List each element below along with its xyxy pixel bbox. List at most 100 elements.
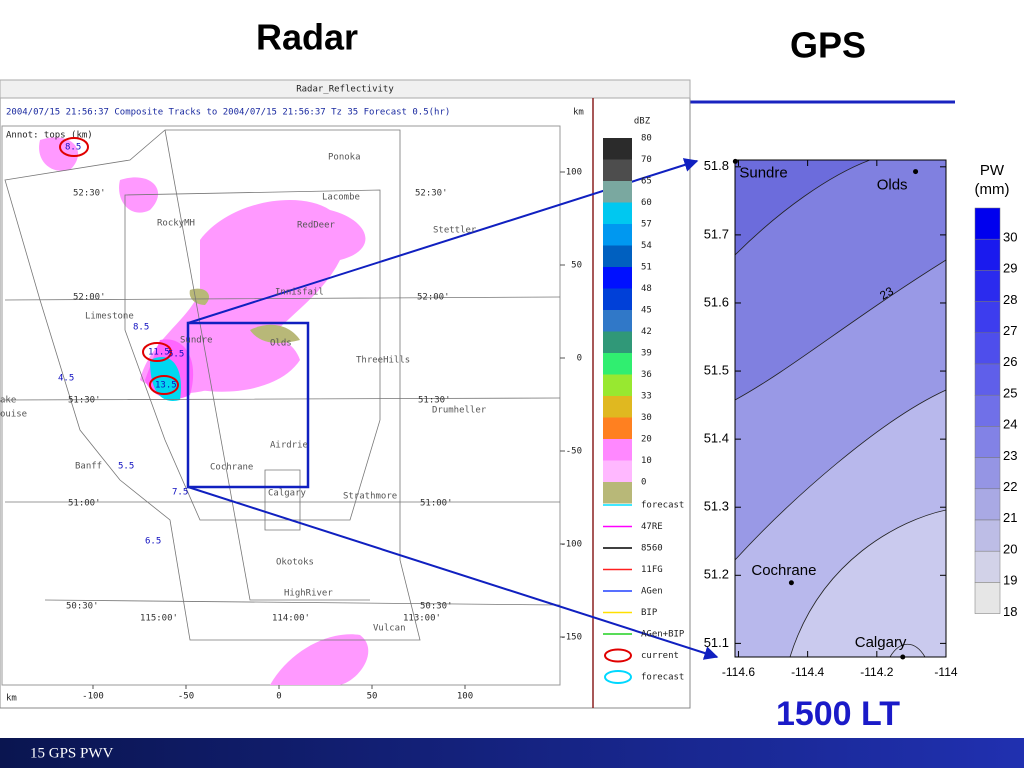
caption: 1500 LT bbox=[776, 695, 900, 733]
legend-label: 8560 bbox=[641, 544, 663, 554]
place-name: RockyMH bbox=[157, 219, 195, 229]
grid-label: 51:00' bbox=[420, 499, 453, 509]
track-top: 11.5 bbox=[148, 348, 170, 358]
station bbox=[913, 169, 919, 175]
dbz-label: 30 bbox=[641, 413, 652, 423]
colorbar-label: 24 bbox=[1003, 417, 1017, 432]
dbz-label: 80 bbox=[641, 134, 652, 144]
dbz-label: 51 bbox=[641, 263, 652, 273]
track-top: 8.5 bbox=[133, 323, 149, 333]
legend-label: AGen+BIP bbox=[641, 630, 685, 640]
place-name: Stettler bbox=[433, 226, 477, 236]
dbz-label: 33 bbox=[641, 392, 652, 402]
x-tick-label: -100 bbox=[82, 692, 104, 702]
place-name: Vulcan bbox=[373, 624, 406, 634]
dbz-swatch bbox=[603, 482, 632, 504]
colorbar-label: 22 bbox=[1003, 479, 1017, 494]
y-tick-label: 100 bbox=[566, 168, 582, 178]
legend-ellipse bbox=[604, 648, 632, 663]
grid-label: 52:30' bbox=[415, 189, 448, 199]
place-name: Limestone bbox=[85, 312, 134, 322]
window-title: Radar_Reflectivity bbox=[296, 85, 394, 95]
footer-bar bbox=[0, 738, 1024, 768]
x-tick-label: -114 bbox=[934, 665, 957, 679]
legend-label: AGen bbox=[641, 587, 663, 597]
dbz-label: 60 bbox=[641, 198, 652, 208]
colorbar-title: (mm) bbox=[975, 181, 1010, 198]
dbz-swatch bbox=[603, 353, 632, 375]
colorbar-title: PW bbox=[980, 162, 1005, 179]
radar-window bbox=[0, 79, 691, 709]
place-name: Airdrie bbox=[270, 441, 308, 451]
unit: km bbox=[573, 108, 584, 118]
annotation: Annot: tops (km) bbox=[6, 131, 93, 141]
station bbox=[900, 654, 906, 660]
place-name: HighRiver bbox=[284, 589, 333, 599]
y-tick-label: 51.5 bbox=[704, 362, 729, 377]
dbz-label: 10 bbox=[641, 456, 652, 466]
radar-header: 2004/07/15 21:56:37 Composite Tracks to … bbox=[6, 108, 450, 118]
legend-label: 11FG bbox=[641, 565, 663, 575]
pw-map bbox=[734, 159, 947, 658]
colorbar-cell bbox=[974, 332, 1001, 365]
colorbar-label: 23 bbox=[1003, 448, 1017, 463]
dbz-swatch bbox=[603, 181, 632, 203]
dbz-label: 42 bbox=[641, 327, 652, 337]
track-cell bbox=[142, 342, 172, 362]
colorbar-cell bbox=[974, 238, 1001, 271]
y-tick-label: 51.8 bbox=[704, 158, 729, 173]
station-name: Olds bbox=[877, 177, 908, 194]
legend-title: dBZ bbox=[634, 117, 651, 127]
dbz-label: 36 bbox=[641, 370, 652, 380]
place-name: Olds bbox=[270, 339, 292, 349]
track-top: 13.5 bbox=[155, 381, 177, 391]
place-name: ThreeHills bbox=[356, 356, 410, 366]
grid-label: 115:00' bbox=[140, 614, 178, 624]
grid-label: 51:30' bbox=[418, 396, 451, 406]
dbz-label: 54 bbox=[641, 241, 652, 251]
title-gps: GPS bbox=[790, 25, 866, 66]
track-cell bbox=[59, 137, 89, 157]
colorbar-cell bbox=[974, 394, 1001, 427]
x-tick-label: -114.4 bbox=[791, 665, 824, 679]
colorbar-label: 25 bbox=[1003, 385, 1017, 400]
colorbar-cell bbox=[974, 426, 1001, 458]
colorbar-cell bbox=[974, 582, 1001, 614]
y-tick-label: -50 bbox=[566, 447, 582, 457]
place-name: ake bbox=[0, 396, 16, 406]
dbz-label: 0 bbox=[641, 478, 646, 488]
colorbar-cell bbox=[974, 488, 1001, 521]
place-name: Okotoks bbox=[276, 558, 314, 568]
station-name: Cochrane bbox=[751, 562, 816, 579]
y-tick-label: -150 bbox=[560, 633, 582, 643]
y-tick-label: 51.3 bbox=[704, 499, 729, 514]
dbz-swatch bbox=[603, 288, 632, 310]
dbz-swatch bbox=[603, 138, 632, 160]
legend-label: forecast bbox=[641, 673, 684, 683]
dbz-swatch bbox=[603, 396, 632, 418]
legend-label: current bbox=[641, 651, 679, 661]
dbz-swatch bbox=[603, 310, 632, 332]
dbz-label: 48 bbox=[641, 284, 652, 294]
station bbox=[732, 158, 738, 164]
colorbar-label: 28 bbox=[1003, 292, 1017, 307]
colorbar-cell bbox=[974, 363, 1001, 396]
colorbar-cell bbox=[974, 301, 1001, 334]
place-name: Lacombe bbox=[322, 193, 360, 203]
station bbox=[788, 580, 794, 586]
dbz-swatch bbox=[603, 267, 632, 289]
dbz-label: 39 bbox=[641, 349, 652, 359]
radar-echoes bbox=[4, 129, 560, 685]
colorbar-label: 30 bbox=[1003, 229, 1017, 244]
x-tick-label: 100 bbox=[457, 692, 473, 702]
y-tick-label: 51.1 bbox=[704, 635, 729, 650]
dbz-swatch bbox=[603, 245, 632, 267]
y-tick-label: 51.6 bbox=[704, 294, 729, 309]
legend-ellipse bbox=[604, 670, 632, 684]
track-top: 5.5 bbox=[118, 462, 134, 472]
place-name: Cochrane bbox=[210, 463, 253, 473]
y-tick-label: 51.2 bbox=[704, 567, 729, 582]
grid-label: 113:00' bbox=[403, 614, 441, 624]
colorbar-cell bbox=[974, 207, 1001, 240]
